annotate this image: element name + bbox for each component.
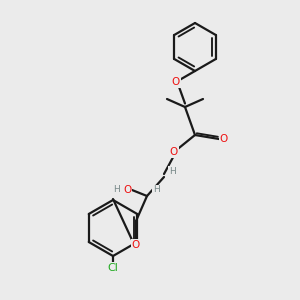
Text: O: O [123, 185, 131, 195]
Text: O: O [220, 134, 228, 144]
Text: O: O [170, 147, 178, 157]
Text: H: H [114, 185, 120, 194]
Text: Cl: Cl [108, 263, 118, 273]
Text: O: O [132, 240, 140, 250]
Text: H: H [169, 167, 176, 176]
Text: O: O [172, 77, 180, 87]
Text: H: H [153, 185, 159, 194]
